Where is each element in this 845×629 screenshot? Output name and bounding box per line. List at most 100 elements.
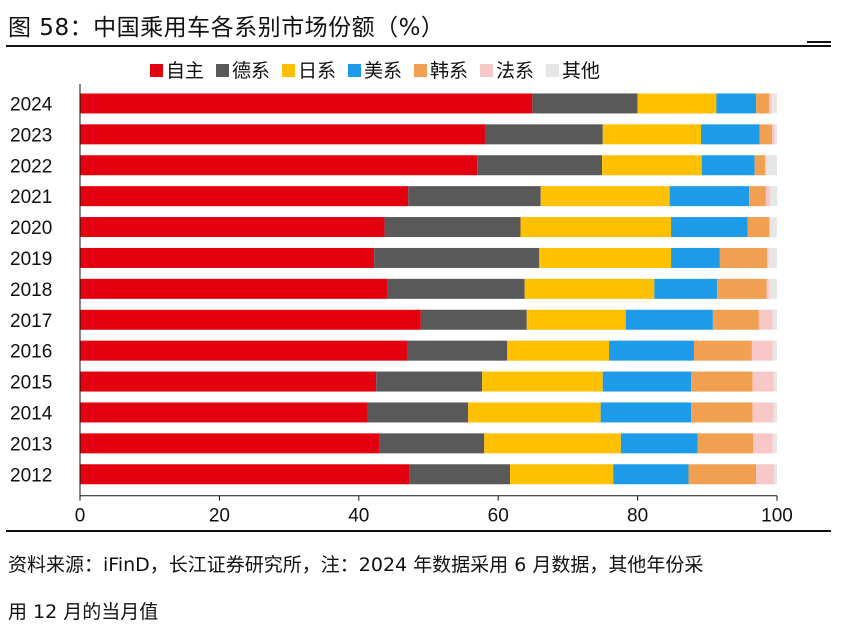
legend-label-0: 自主: [166, 60, 204, 82]
category-label-2013: 2013: [10, 434, 52, 455]
category-label-2024: 2024: [10, 94, 53, 115]
category-label-2016: 2016: [10, 342, 52, 363]
bar-2016-series-4: [694, 340, 752, 361]
bar-2014-series-1: [367, 402, 469, 423]
x-tick-label-100: 100: [761, 506, 793, 527]
bar-2020-series-1: [384, 217, 521, 238]
x-tick-label-20: 20: [209, 506, 230, 527]
bar-2015-series-1: [376, 371, 483, 392]
bar-2023-series-2: [602, 124, 702, 145]
x-tick-label-80: 80: [627, 506, 648, 527]
bar-2020-series-4: [747, 217, 770, 238]
bar-2018-series-5: [766, 278, 770, 299]
bar-2016-series-1: [407, 340, 508, 361]
bar-2022-series-0: [80, 155, 478, 176]
bar-2018-series-4: [717, 278, 767, 299]
category-label-2020: 2020: [10, 218, 52, 239]
legend-label-5: 法系: [496, 60, 534, 82]
x-tick-label-60: 60: [488, 506, 509, 527]
bar-2014-series-5: [752, 402, 774, 423]
bar-2021-series-1: [408, 186, 541, 207]
bar-2022-series-5: [765, 155, 767, 176]
bar-2023-series-1: [485, 124, 603, 145]
legend-label-6: 其他: [562, 60, 600, 82]
bar-2014-series-4: [691, 402, 753, 423]
legend-swatch-6: [546, 64, 559, 77]
bar-2018-series-3: [654, 278, 718, 299]
category-label-2014: 2014: [10, 403, 53, 424]
legend-label-1: 德系: [232, 60, 270, 82]
bar-2024-series-1: [532, 93, 638, 114]
bar-2013-series-5: [753, 433, 773, 454]
bar-2018-series-2: [524, 278, 655, 299]
bar-2017-series-6: [772, 309, 777, 330]
bar-2016-series-3: [609, 340, 695, 361]
bar-2022-series-1: [477, 155, 603, 176]
bar-2017-series-5: [758, 309, 773, 330]
bar-2013-series-4: [697, 433, 754, 454]
bar-2021-series-0: [80, 186, 409, 207]
bar-2024-series-6: [771, 93, 777, 114]
bar-2022-series-2: [602, 155, 702, 176]
bar-2024-series-3: [716, 93, 757, 114]
bar-2019-series-1: [374, 247, 540, 268]
legend-swatch-3: [348, 64, 361, 77]
bar-2015-series-3: [602, 371, 692, 392]
bar-2018-series-6: [769, 278, 777, 299]
bar-2021-series-6: [770, 186, 777, 207]
bar-2024-series-0: [80, 93, 533, 114]
bar-2017-series-1: [420, 309, 527, 330]
category-label-2018: 2018: [10, 280, 52, 301]
category-label-2012: 2012: [10, 465, 52, 486]
bar-2012-series-1: [409, 464, 511, 485]
bar-2024-series-4: [756, 93, 770, 114]
bar-2013-series-2: [484, 433, 621, 454]
bar-2021-series-4: [749, 186, 766, 207]
figure-title: 图 58：中国乘用车各系别市场份额（%）: [8, 15, 445, 41]
category-label-2015: 2015: [10, 373, 52, 394]
bar-2016-series-5: [751, 340, 773, 361]
legend-swatch-4: [414, 64, 427, 77]
source-rule: [6, 530, 831, 532]
bar-2022-series-4: [754, 155, 766, 176]
bar-2023-series-4: [759, 124, 773, 145]
bar-2023-series-6: [774, 124, 777, 145]
bar-2020-series-0: [80, 217, 385, 238]
legend-swatch-5: [480, 64, 493, 77]
bar-2023-series-5: [772, 124, 775, 145]
legend-swatch-2: [282, 64, 295, 77]
legend-swatch-1: [216, 64, 229, 77]
bar-2013-series-1: [379, 433, 485, 454]
bar-2015-series-6: [773, 371, 777, 392]
bar-2019-series-2: [539, 247, 672, 268]
legend-label-3: 美系: [364, 60, 402, 82]
bar-2019-series-0: [80, 247, 375, 268]
bar-2022-series-3: [701, 155, 755, 176]
bar-2020-series-5: [769, 217, 771, 238]
bar-2012-series-3: [613, 464, 689, 485]
bar-2012-series-0: [80, 464, 410, 485]
bar-2015-series-2: [482, 371, 603, 392]
legend-swatch-0: [150, 64, 163, 77]
category-label-2021: 2021: [10, 187, 52, 208]
bar-2012-series-6: [774, 464, 777, 485]
category-label-2022: 2022: [10, 156, 52, 177]
x-tick-label-0: 0: [75, 506, 86, 527]
bar-2017-series-4: [712, 309, 759, 330]
bar-2015-series-4: [691, 371, 753, 392]
bar-2020-series-6: [770, 217, 777, 238]
bar-2012-series-5: [756, 464, 775, 485]
market-share-chart: 自主 德系 日系 美系 韩系 法系 其他 2024 2023 2022 2021 2020 2019 20…: [0, 48, 845, 530]
bar-2018-series-0: [80, 278, 388, 299]
bar-2015-series-0: [80, 371, 377, 392]
bar-2024-series-2: [637, 93, 717, 114]
category-label-2017: 2017: [10, 311, 52, 332]
bar-2016-series-0: [80, 340, 408, 361]
x-tick-label-40: 40: [348, 506, 369, 527]
bar-2020-series-2: [520, 217, 672, 238]
bar-2017-series-2: [526, 309, 626, 330]
bar-2013-series-3: [620, 433, 698, 454]
legend-label-2: 日系: [298, 60, 336, 82]
bar-2014-series-0: [80, 402, 368, 423]
bar-2019-series-3: [671, 247, 720, 268]
